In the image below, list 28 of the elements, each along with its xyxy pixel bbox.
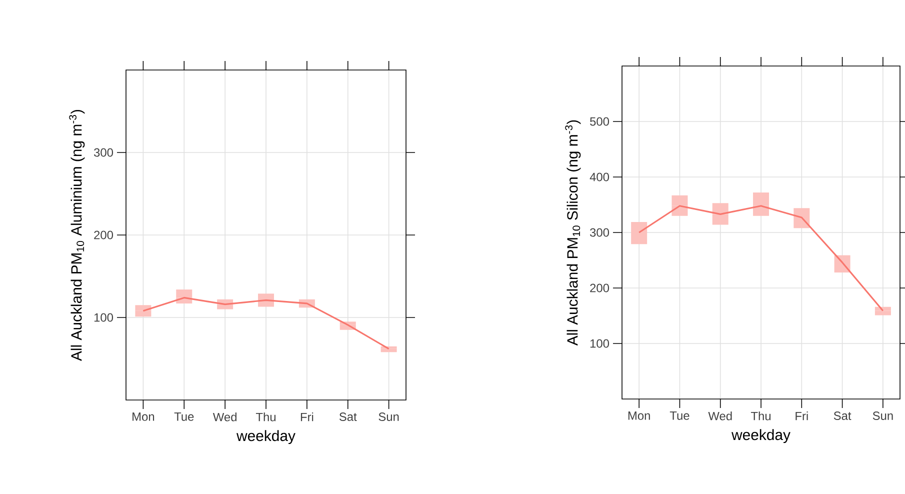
x-tick-label: Fri (796, 412, 808, 420)
y-tick-label: 300 (590, 228, 610, 237)
x-tick-label: Thu (750, 412, 771, 420)
x-tick-label: Sat (339, 412, 357, 421)
x-tick-label: Wed (708, 412, 732, 420)
x-axis-title: weekday (236, 430, 296, 444)
x-tick-label: Sun (872, 412, 893, 420)
y-tick-label: 200 (590, 284, 610, 292)
line-series (638, 205, 884, 312)
x-tick-label: Tue (174, 412, 194, 421)
x-tick-label: Fri (300, 412, 314, 422)
x-tick-label: Sat (834, 412, 852, 420)
x-tick-label: Mon (628, 412, 650, 420)
x-tick-label: Mon (132, 412, 154, 421)
y-tick-label: 100 (590, 339, 610, 348)
y-tick-label: 300 (94, 148, 114, 157)
y-axis-title: All Auckland PM$_{10}$ Silicon (ng m$^{-3}$) (565, 120, 581, 346)
x-tick-label: Thu (256, 412, 276, 422)
x-tick-label: Tue (670, 412, 690, 420)
y-tick-label: 100 (94, 313, 114, 322)
y-tick-label: 500 (590, 117, 610, 126)
x-tick-label: Sun (378, 412, 399, 421)
y-tick-label: 200 (94, 230, 114, 240)
x-tick-label: Wed (212, 412, 236, 422)
x-axis-title: weekday (732, 429, 790, 444)
line-series (142, 296, 390, 350)
y-tick-label: 400 (590, 172, 610, 182)
y-axis-title: All Auckland PM$_{10}$ Aluminium (ng m$^{-3}$) (69, 110, 85, 361)
